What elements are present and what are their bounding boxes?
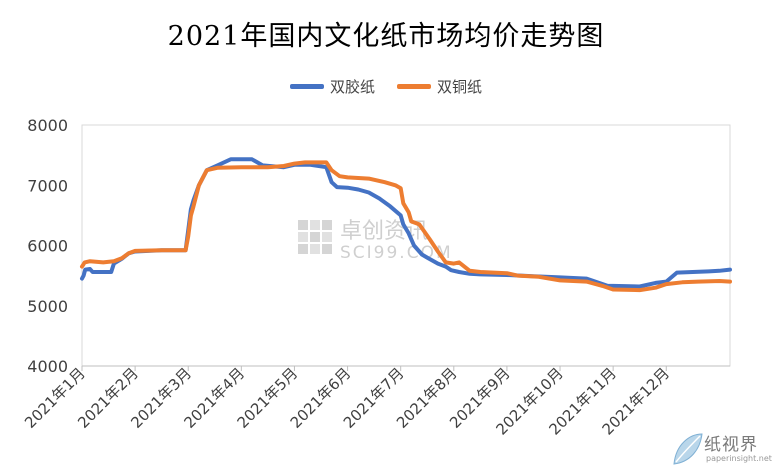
legend-swatch-shuangjiao: [289, 84, 324, 89]
legend-label-shuangtong: 双铜纸: [437, 78, 483, 96]
legend-item-shuangjiao: 双胶纸: [289, 76, 375, 97]
corner-watermark: 纸视界 paperinsight.net: [670, 428, 772, 472]
legend-swatch-shuangtong: [397, 84, 431, 89]
legend-item-shuangtong: 双铜纸: [397, 76, 482, 97]
series-line-shuangtong: [80, 160, 732, 293]
y-tick-label: 4000: [27, 357, 68, 376]
y-tick-label: 7000: [27, 176, 68, 195]
chart-title: 2021年国内文化纸市场均价走势图: [167, 21, 605, 52]
leaf-logo-icon: [673, 433, 703, 465]
watermark-text-en: SCI99.COM: [340, 243, 453, 263]
corner-watermark-url: paperinsight.net: [706, 454, 772, 463]
legend-label-shuangjiao: 双胶纸: [329, 78, 375, 96]
corner-watermark-text: 纸视界: [704, 435, 758, 455]
y-tick-label: 6000: [27, 237, 68, 256]
y-tick-label: 5000: [27, 297, 68, 316]
watermark-logo-icon: [298, 220, 332, 254]
chart-legend: 双胶纸 双铜纸: [0, 76, 772, 97]
y-tick-label: 8000: [27, 116, 68, 135]
